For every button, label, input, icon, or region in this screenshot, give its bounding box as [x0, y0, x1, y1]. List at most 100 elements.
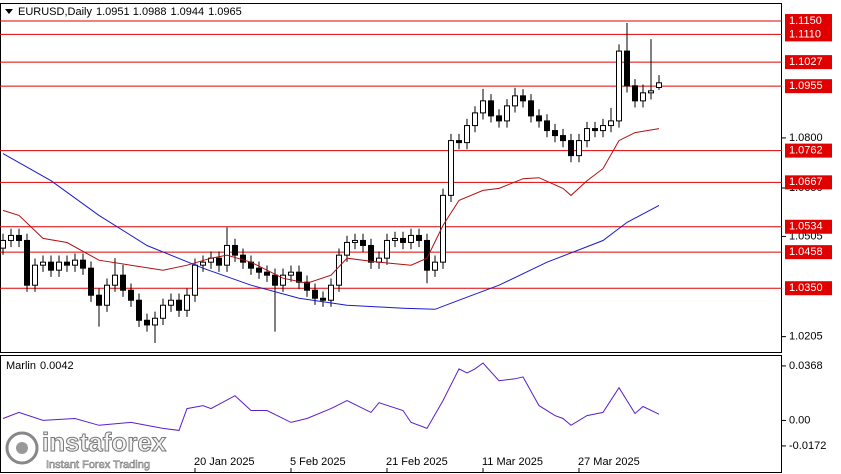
close-value: 1.0965 [208, 6, 242, 18]
candle-body [448, 140, 454, 196]
indicator-header: Marlin 0.0042 [6, 360, 74, 372]
candle-body [384, 239, 390, 259]
level-label: 1.1150 [789, 15, 822, 27]
candle-body [552, 130, 558, 137]
candle-body [440, 194, 446, 263]
candle-body [656, 82, 662, 88]
candle-body [360, 239, 366, 246]
candle-body [576, 140, 582, 157]
candle-body [168, 299, 174, 306]
level-label-box [785, 219, 832, 234]
candle-body [424, 239, 430, 271]
level-label-box [785, 55, 832, 70]
y-tick-label: -0.0172 [789, 440, 826, 452]
candle-body [536, 115, 542, 122]
candle-body [104, 284, 110, 306]
candle-body [192, 264, 198, 296]
candle-body [200, 261, 206, 266]
indicator-value: 0.0042 [40, 360, 74, 372]
level-label: 1.1110 [789, 28, 821, 40]
candle-body [456, 140, 462, 144]
candle-body [232, 244, 238, 256]
candle-body [280, 274, 286, 286]
candle-body [584, 128, 590, 142]
x-tick-label: 20 Jan 2025 [194, 456, 255, 468]
candle-body [472, 112, 478, 127]
level-label: 1.0667 [789, 176, 823, 188]
candle-body [504, 105, 510, 122]
open-value: 1.0951 [96, 6, 130, 18]
candle-body [288, 271, 294, 276]
level-label-box [785, 281, 832, 296]
candle-body [560, 135, 566, 142]
level-label: 1.1027 [789, 56, 823, 68]
indicator-line [2, 362, 660, 431]
candle-body [592, 128, 598, 132]
candle-body [312, 289, 318, 299]
main-frame [0, 3, 782, 353]
candle-body [512, 95, 518, 107]
candle-body [64, 261, 70, 266]
candle-body [528, 100, 534, 117]
indicator-line [2, 153, 660, 310]
candle-body [144, 319, 150, 326]
y-tick-label: 0.00 [789, 414, 810, 426]
candle-body [392, 237, 398, 241]
chart-header: EURUSD,Daily 1.0951 1.0988 1.0944 1.0965 [18, 6, 242, 18]
level-label-box [785, 27, 832, 42]
level-label: 1.0762 [789, 145, 823, 157]
level-label-box [785, 79, 832, 94]
candle-body [304, 281, 310, 291]
x-tick-label: 5 Feb 2025 [290, 456, 346, 468]
candle-body [616, 50, 622, 122]
candle-body [368, 244, 374, 263]
candle-body [496, 115, 502, 122]
candle-body [608, 120, 614, 127]
candle-body [240, 254, 246, 263]
candle-body [40, 261, 46, 266]
y-tick-label: 0.0368 [789, 360, 823, 372]
logo-brand: instaforex [42, 427, 167, 457]
candle-body [32, 264, 38, 286]
candle-body [544, 120, 550, 132]
candle-body [216, 257, 222, 266]
candle-body [160, 304, 166, 319]
level-label: 1.0534 [789, 221, 823, 233]
candle-body [520, 95, 526, 102]
candle-body [640, 92, 646, 102]
candle-body [344, 241, 350, 256]
logo-tagline: Instant Forex Trading [46, 459, 150, 471]
candle-body [176, 299, 182, 311]
candle-body [352, 239, 358, 243]
candle-body [432, 261, 438, 271]
logo-icon-core [16, 442, 28, 454]
indicator-title: Marlin [6, 360, 36, 372]
candle-body [648, 90, 654, 94]
candle-body [120, 274, 126, 291]
indicator-line [2, 128, 660, 284]
level-label-box [785, 245, 832, 260]
candle-body [600, 125, 606, 132]
candle-body [0, 239, 6, 249]
candle-body [320, 297, 326, 301]
candle-body [136, 299, 142, 321]
level-label-box [785, 175, 832, 190]
level-label-box [785, 143, 832, 158]
candle-body [24, 239, 30, 286]
menu-triangle [5, 9, 13, 14]
candle-body [96, 294, 102, 306]
candle-body [464, 125, 470, 144]
x-tick-label: 27 Mar 2025 [578, 456, 640, 468]
low-value: 1.0944 [170, 6, 204, 18]
candle-body [296, 271, 302, 283]
level-label: 1.0458 [789, 246, 823, 258]
candle-body [632, 85, 638, 102]
candle-body [264, 271, 270, 276]
candle-body [48, 261, 54, 271]
candle-body [8, 234, 14, 241]
indicator-frame [0, 355, 782, 473]
candle-body [256, 267, 262, 273]
candle-body [112, 274, 118, 286]
